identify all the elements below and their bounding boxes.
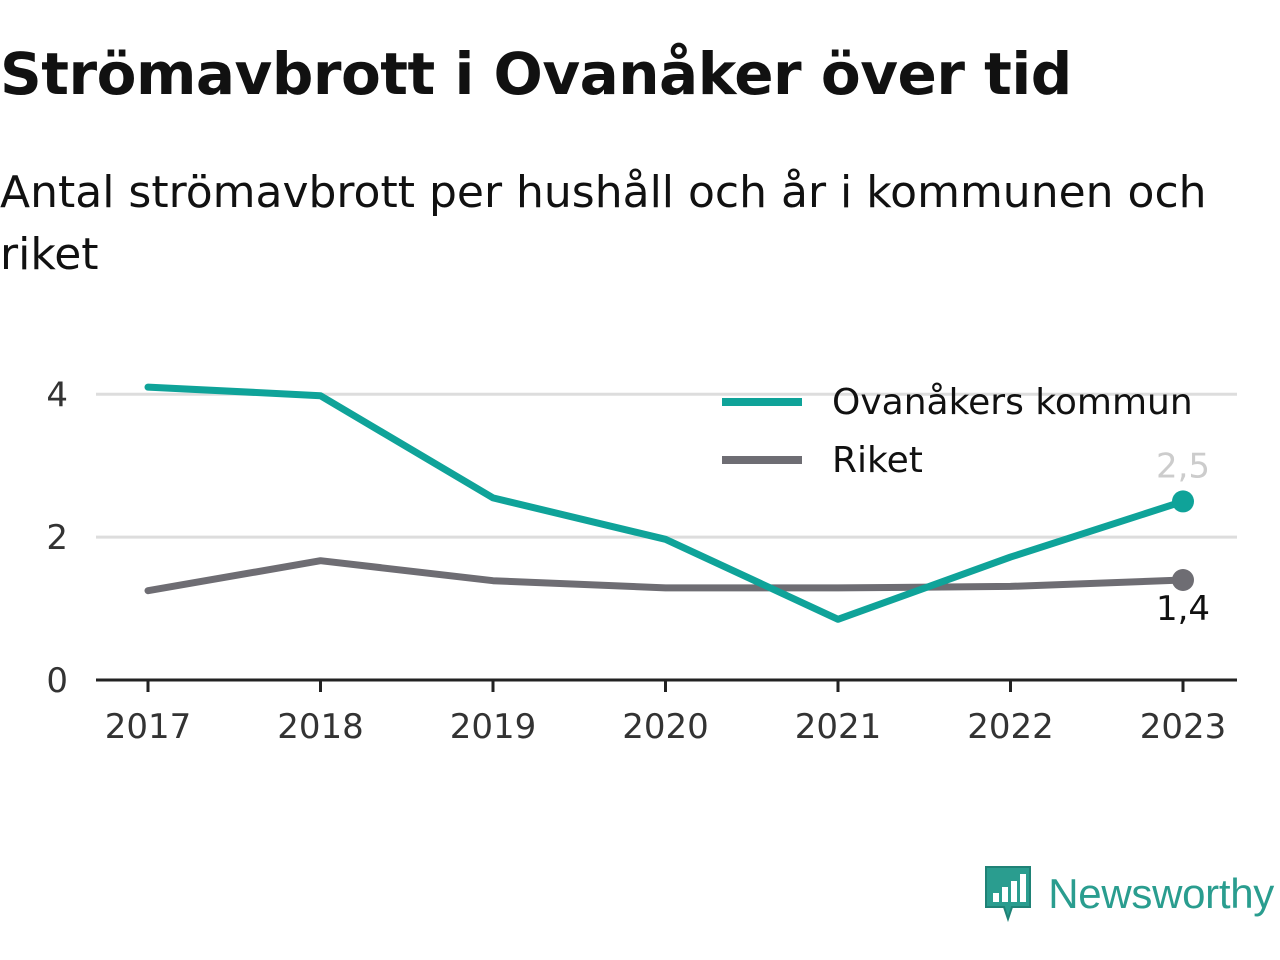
end-value-label: 1,4 <box>1156 589 1210 629</box>
x-tick-label: 2019 <box>450 707 537 747</box>
y-tick-label: 4 <box>46 375 68 415</box>
x-tick-label: 2020 <box>622 707 709 747</box>
end-point-marker <box>1172 490 1194 513</box>
y-tick-label: 0 <box>46 661 68 701</box>
y-axis-ticks: 0 2 4 <box>46 375 68 701</box>
x-tick-label: 2023 <box>1140 707 1227 747</box>
x-axis-ticks: 2017 2018 2019 2020 2021 2022 2023 <box>105 680 1227 747</box>
series-line-ovanaker <box>144 383 1187 623</box>
legend-label: Ovanåkers kommun <box>832 382 1193 423</box>
end-point-marker <box>1172 569 1194 591</box>
x-tick-label: 2017 <box>105 707 192 747</box>
line-chart: 0 2 4 2017 2018 2019 2020 2021 2022 2023 Ovanåke… <box>46 375 1237 747</box>
chart-title: Strömavbrott i Ovanåker över tid <box>0 40 1072 108</box>
brand-name: Newsworthy <box>1048 870 1274 917</box>
end-value-label: 2,5 <box>1156 446 1210 486</box>
end-markers: 2,5 1,4 <box>1156 446 1210 629</box>
x-tick-label: 2021 <box>795 707 882 747</box>
x-tick-label: 2018 <box>277 707 364 747</box>
brand-logo: Newsworthy <box>982 862 1274 926</box>
newsworthy-logo-icon <box>985 866 1032 923</box>
y-tick-label: 2 <box>46 518 68 558</box>
series-lines <box>144 383 1187 623</box>
legend: Ovanåkers kommun Riket <box>722 382 1193 481</box>
legend-label: Riket <box>832 440 923 481</box>
series-line-riket <box>144 557 1187 595</box>
x-tick-label: 2022 <box>967 707 1054 747</box>
chart-subtitle: Antal strömavbrott per hushåll och år i … <box>0 167 1207 280</box>
